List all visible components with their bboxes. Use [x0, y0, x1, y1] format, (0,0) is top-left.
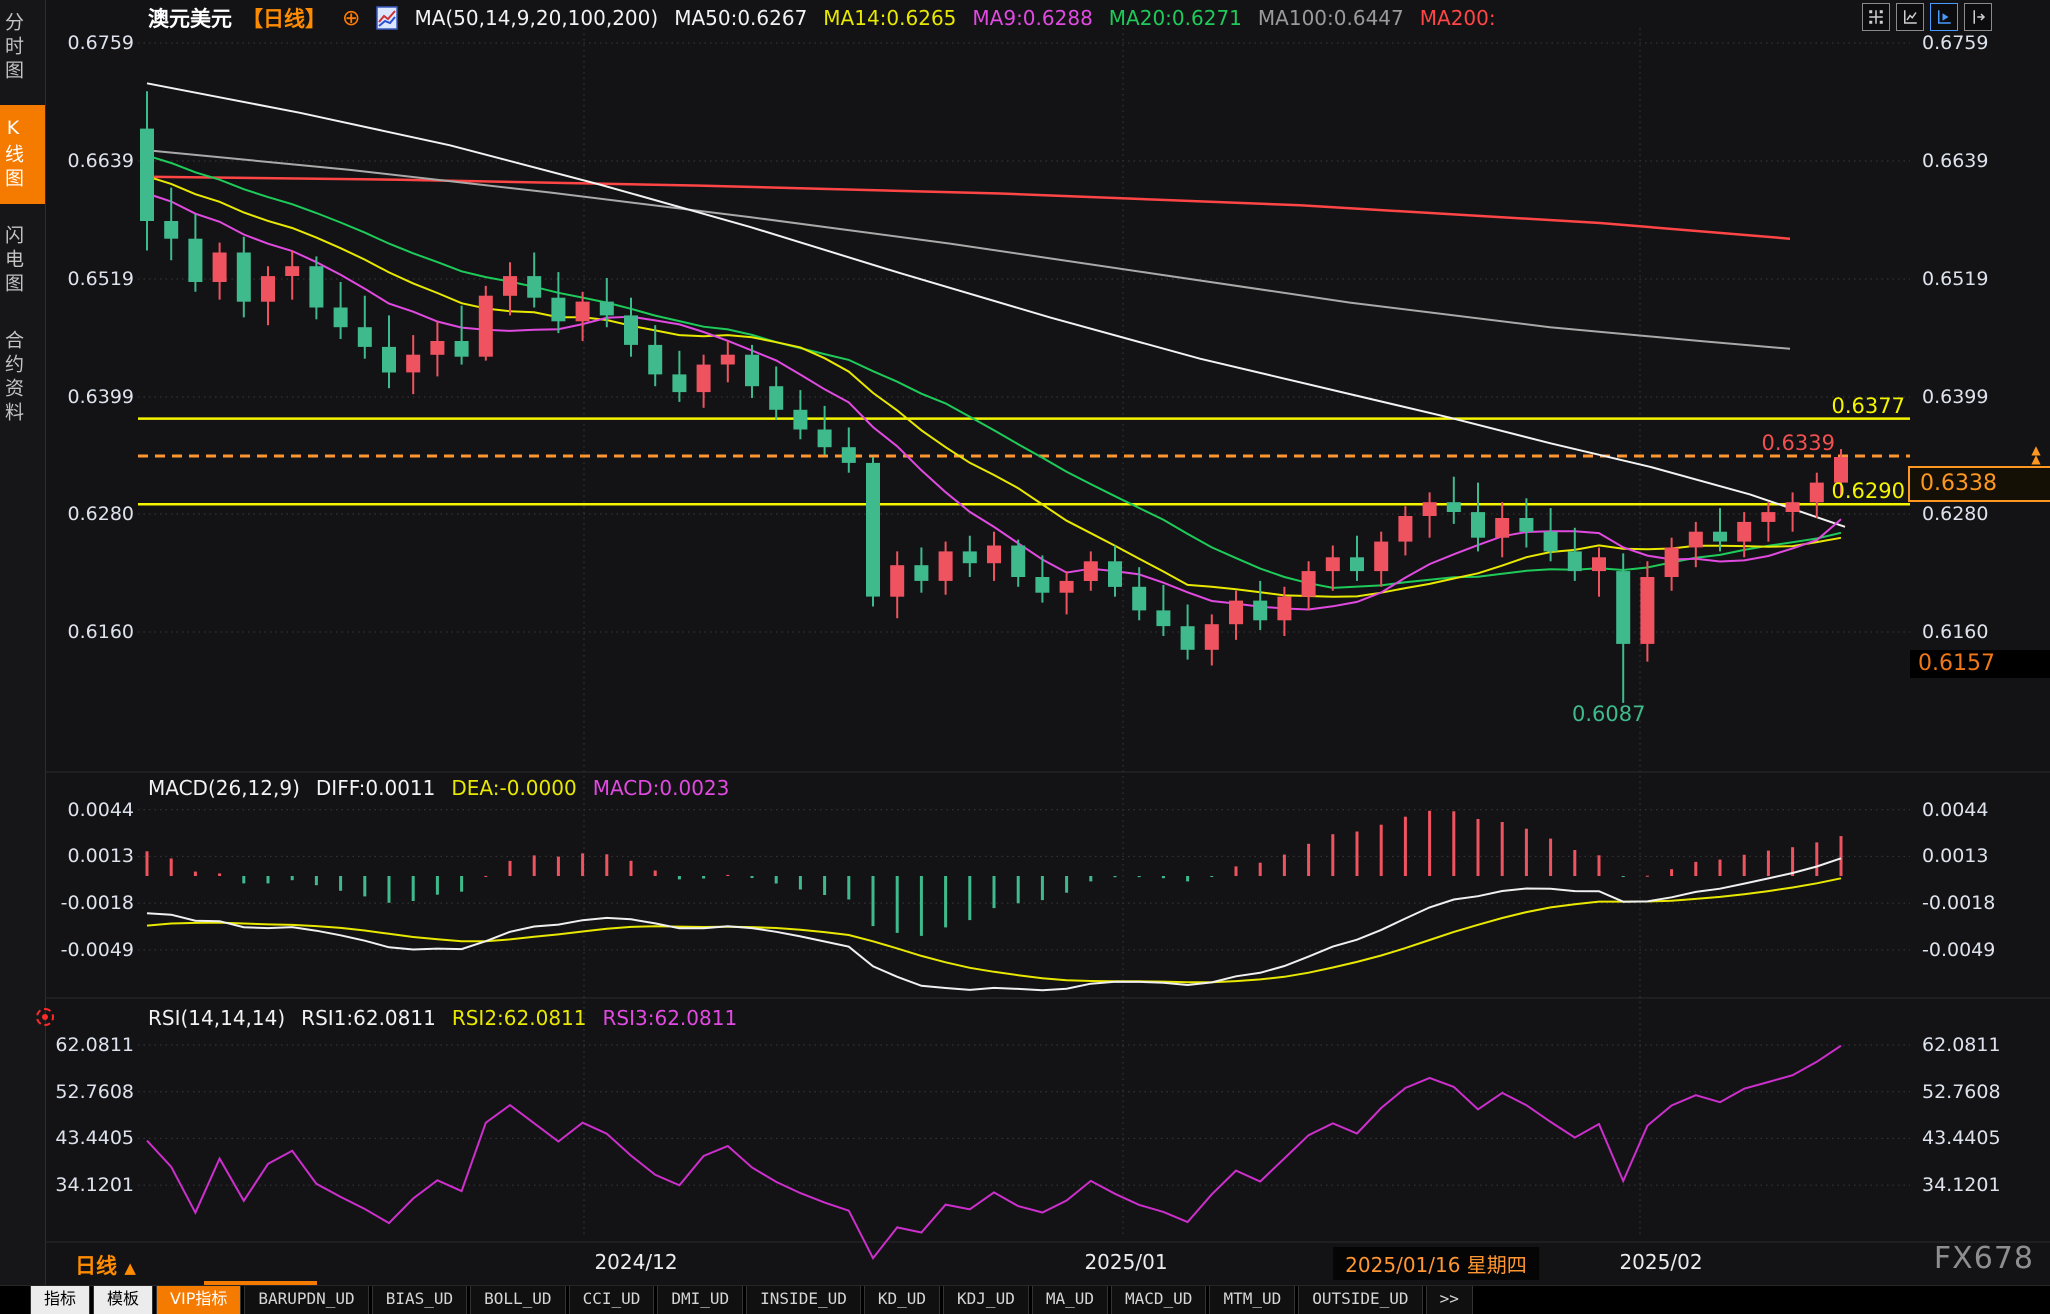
tab-CCI_UD[interactable]: CCI_UD	[568, 1286, 655, 1314]
macd-layer	[145, 810, 1843, 992]
tab-BARUPDN_UD[interactable]: BARUPDN_UD	[244, 1286, 369, 1314]
split-view-icon[interactable]	[1862, 3, 1890, 31]
chart-scale-icon[interactable]	[1896, 3, 1924, 31]
tab-INSIDE_UD[interactable]: INSIDE_UD	[746, 1286, 861, 1314]
grid-layer	[45, 28, 2050, 1243]
period-label: 日线	[75, 1254, 117, 1278]
sidebar-item-合约资料[interactable]: 合约资料	[2, 330, 24, 426]
period-selector[interactable]: 日线 ▲	[75, 1250, 136, 1280]
tab-MTM_UD[interactable]: MTM_UD	[1209, 1286, 1296, 1314]
ma-lines-layer	[146, 82, 1846, 611]
chart-scale-active-icon[interactable]	[1930, 3, 1958, 31]
indicator-tab-bar: 指标 模板 VIP指标 BARUPDN_UD BIAS_UD BOLL_UD CCI_UD D…	[0, 1285, 2050, 1314]
tab-OUTSIDE_UD[interactable]: OUTSIDE_UD	[1298, 1286, 1423, 1314]
mini-chart-icon[interactable]	[376, 6, 399, 30]
sidebar-item-K线图[interactable]: K线图	[0, 105, 45, 204]
tab-KD_UD[interactable]: KD_UD	[863, 1286, 941, 1314]
tab-DMI_UD[interactable]: DMI_UD	[657, 1286, 744, 1314]
scroll-up-arrows-icon[interactable]: ▲ ▲	[2028, 443, 2044, 466]
tab-VIP指标[interactable]: VIP指标	[156, 1286, 242, 1314]
chart-toolbar	[1862, 3, 1992, 31]
add-indicator-icon[interactable]: ⊕	[342, 5, 361, 31]
sidebar-item-分时图[interactable]: 分时图	[2, 12, 24, 84]
drawing-target-icon[interactable]	[36, 1008, 54, 1026]
tab-BOLL_UD[interactable]: BOLL_UD	[470, 1286, 566, 1314]
period-dropdown-icon: ▲	[124, 1259, 136, 1277]
tab-指标[interactable]: 指标	[30, 1286, 91, 1314]
candles-layer	[140, 91, 1848, 703]
sidebar-item-闪电图[interactable]: 闪电图	[2, 225, 24, 297]
active-tab-indicator	[204, 1281, 317, 1285]
tab-KDJ_UD[interactable]: KDJ_UD	[943, 1286, 1029, 1314]
up-arrow-icon: ▲	[2031, 443, 2041, 457]
tabs-overflow-icon[interactable]: >>	[1425, 1286, 1473, 1314]
level-lines-layer	[138, 417, 1910, 506]
chart-type-sidebar: 分时图 K线图闪电图合约资料	[0, 0, 46, 1285]
tab-MA_UD[interactable]: MA_UD	[1031, 1286, 1108, 1314]
tab-模板[interactable]: 模板	[93, 1286, 154, 1314]
tab-MACD_UD[interactable]: MACD_UD	[1111, 1286, 1207, 1314]
tab-BIAS_UD[interactable]: BIAS_UD	[371, 1286, 468, 1314]
up-arrow-icon: ▲	[2031, 452, 2041, 466]
shift-right-icon[interactable]	[1964, 3, 1992, 31]
rsi-layer	[146, 1044, 1842, 1261]
